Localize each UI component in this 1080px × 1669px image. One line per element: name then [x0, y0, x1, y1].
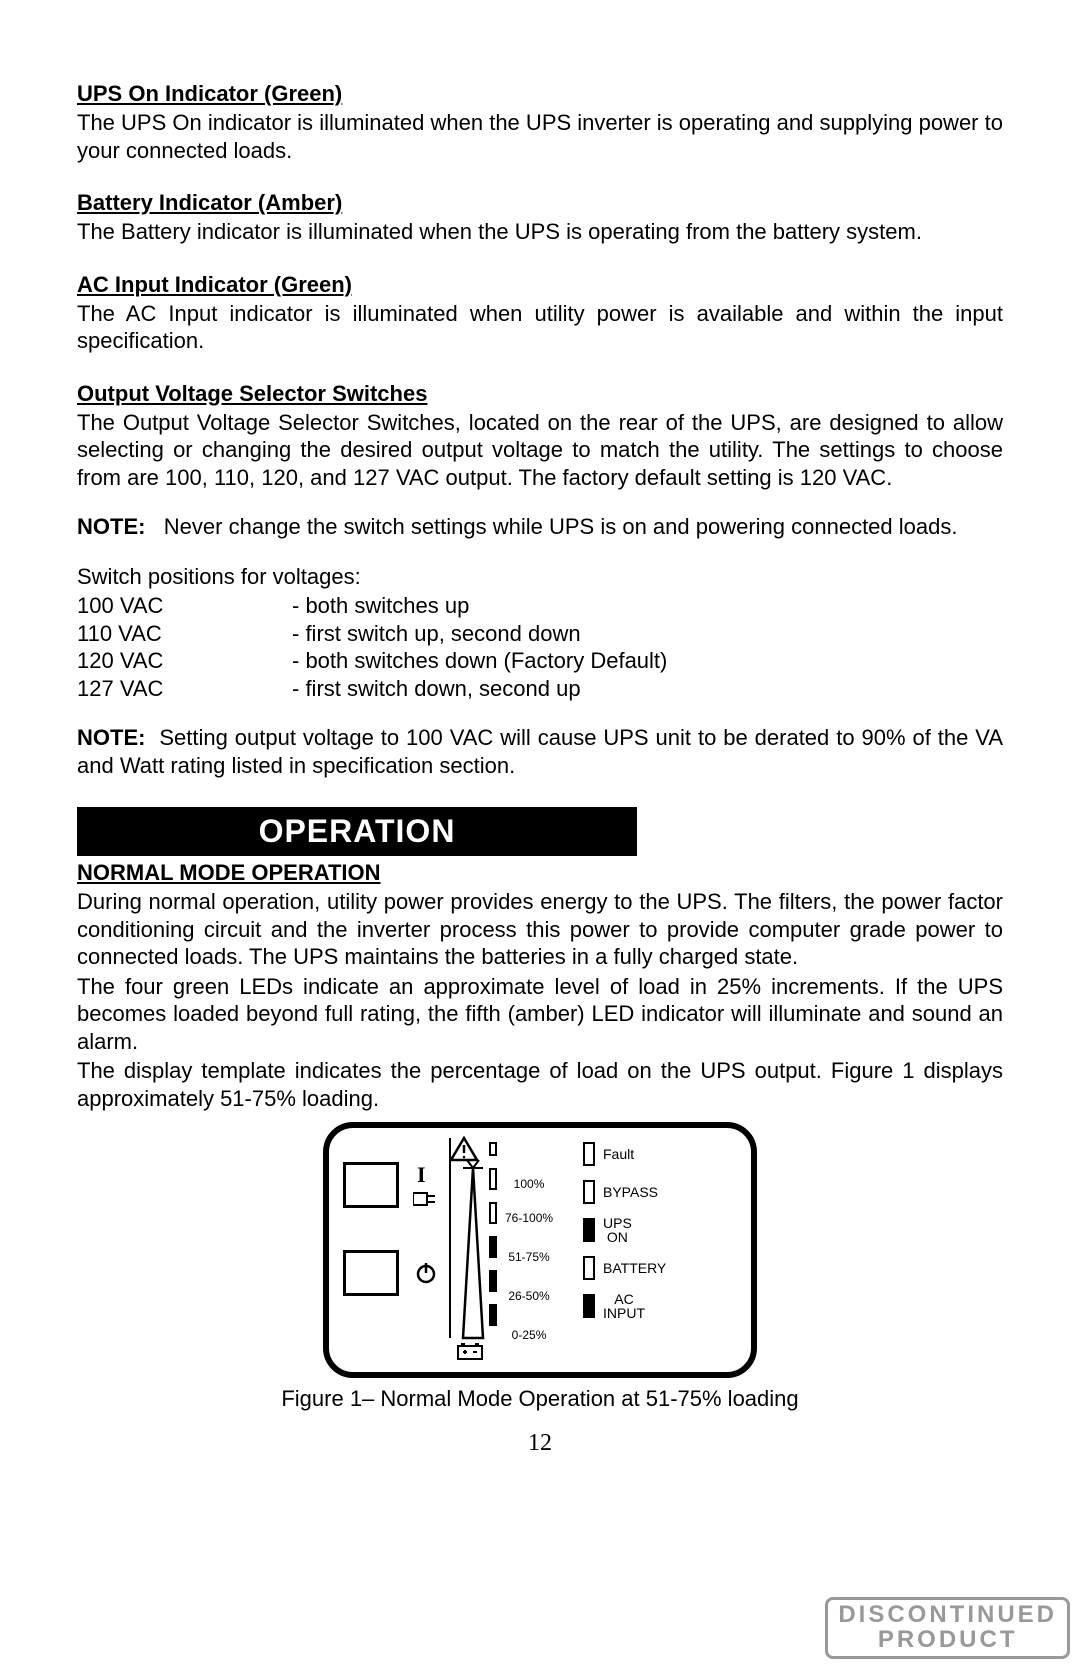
para-normal-2: The four green LEDs indicate an approxim… — [77, 973, 1003, 1056]
stamp-line-1: DISCONTINUED — [838, 1602, 1057, 1627]
figure-caption: Figure 1– Normal Mode Operation at 51-75… — [77, 1386, 1003, 1412]
on-button[interactable] — [343, 1162, 399, 1208]
heading-ac-input: AC Input Indicator (Green) — [77, 272, 1003, 298]
note-2: NOTE: Setting output voltage to 100 VAC … — [77, 724, 1003, 779]
ups-display-panel: I — [323, 1122, 757, 1378]
switch-desc: - first switch up, second down — [292, 620, 667, 648]
status-column: Fault BYPASS UPS ON BATTERY AC INPUT — [583, 1140, 666, 1330]
stamp-line-2: PRODUCT — [838, 1627, 1057, 1652]
on-symbol: I — [417, 1162, 426, 1188]
status-led — [583, 1218, 595, 1242]
para-ovss: The Output Voltage Selector Switches, lo… — [77, 409, 1003, 492]
status-label: Fault — [603, 1147, 634, 1161]
table-row: 110 VAC- first switch up, second down — [77, 620, 667, 648]
seg-label: 0-25% — [505, 1329, 553, 1341]
para-normal-1: During normal operation, utility power p… — [77, 888, 1003, 971]
seg-label: 51-75% — [505, 1251, 553, 1263]
status-label: BATTERY — [603, 1261, 666, 1275]
switch-desc: - first switch down, second up — [292, 675, 667, 703]
note-1-label: NOTE: — [77, 514, 145, 539]
load-segments — [489, 1142, 497, 1338]
note-2-body: Setting output voltage to 100 VAC will c… — [77, 725, 1003, 778]
para-normal-3: The display template indicates the perce… — [77, 1057, 1003, 1112]
segment-100 — [489, 1168, 497, 1190]
fault-segment — [489, 1142, 497, 1156]
panel-divider — [449, 1138, 451, 1338]
note-1: NOTE: Never change the switch settings w… — [77, 513, 1003, 541]
load-wedge-icon — [459, 1140, 487, 1340]
para-ups-on: The UPS On indicator is illuminated when… — [77, 109, 1003, 164]
switch-table: 100 VAC- both switches up 110 VAC- first… — [77, 592, 667, 702]
table-row: 120 VAC- both switches down (Factory Def… — [77, 647, 667, 675]
status-bypass: BYPASS — [583, 1178, 666, 1206]
note-2-label: NOTE: — [77, 725, 145, 750]
switch-desc: - both switches up — [292, 592, 667, 620]
para-ac-input: The AC Input indicator is illuminated wh… — [77, 300, 1003, 355]
switch-intro: Switch positions for voltages: — [77, 563, 1003, 591]
heading-normal-mode: NORMAL MODE OPERATION — [77, 860, 1003, 886]
table-row: 127 VAC- first switch down, second up — [77, 675, 667, 703]
switch-voltage: 110 VAC — [77, 620, 292, 648]
seg-label: 26-50% — [505, 1290, 553, 1302]
status-led — [583, 1256, 595, 1280]
status-led — [583, 1294, 595, 1318]
switch-desc: - both switches down (Factory Default) — [292, 647, 667, 675]
seg-label: 76-100% — [505, 1212, 553, 1224]
power-icon — [415, 1262, 437, 1284]
page-number: 12 — [77, 1430, 1003, 1457]
load-segment-labels: 100% 76-100% 51-75% 26-50% 0-25% — [505, 1178, 553, 1368]
status-ac-input: AC INPUT — [583, 1292, 666, 1320]
off-button[interactable] — [343, 1250, 399, 1296]
status-ups-on: UPS ON — [583, 1216, 666, 1244]
status-label: AC INPUT — [603, 1292, 645, 1320]
switch-voltage: 120 VAC — [77, 647, 292, 675]
segment-76-100 — [489, 1202, 497, 1224]
status-led — [583, 1142, 595, 1166]
status-battery: BATTERY — [583, 1254, 666, 1282]
page: UPS On Indicator (Green) The UPS On indi… — [0, 0, 1080, 1457]
segment-0-25 — [489, 1304, 497, 1326]
switch-voltage: 127 VAC — [77, 675, 292, 703]
note-1-body: Never change the switch settings while U… — [164, 514, 958, 539]
segment-51-75 — [489, 1236, 497, 1258]
status-label: UPS ON — [603, 1216, 632, 1244]
figure-1: I — [77, 1122, 1003, 1412]
status-label: BYPASS — [603, 1185, 658, 1199]
battery-icon — [457, 1342, 485, 1360]
status-fault: Fault — [583, 1140, 666, 1168]
table-row: 100 VAC- both switches up — [77, 592, 667, 620]
plug-icon — [413, 1190, 439, 1208]
segment-26-50 — [489, 1270, 497, 1292]
heading-battery: Battery Indicator (Amber) — [77, 190, 1003, 216]
status-led — [583, 1180, 595, 1204]
seg-label: 100% — [505, 1178, 553, 1190]
switch-voltage: 100 VAC — [77, 592, 292, 620]
heading-ups-on: UPS On Indicator (Green) — [77, 81, 1003, 107]
discontinued-stamp: DISCONTINUED PRODUCT — [825, 1597, 1070, 1659]
para-battery: The Battery indicator is illuminated whe… — [77, 218, 1003, 246]
heading-ovss: Output Voltage Selector Switches — [77, 381, 1003, 407]
operation-banner: OPERATION — [77, 807, 637, 856]
